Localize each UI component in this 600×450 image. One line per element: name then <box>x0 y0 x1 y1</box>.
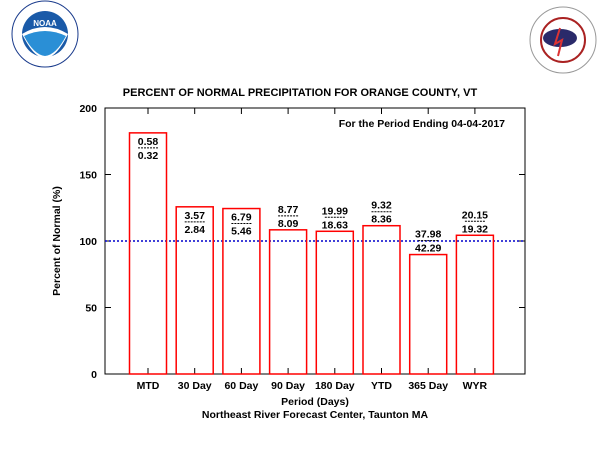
normal-label: 0.32 <box>138 150 159 162</box>
svg-text:NOAA: NOAA <box>33 19 57 28</box>
x-tick-label: 60 Day <box>224 380 258 392</box>
noaa-logo: NOAA <box>11 0 79 68</box>
observed-label: 19.99 <box>322 205 348 217</box>
x-tick-label: 365 Day <box>408 380 448 392</box>
normal-label: 5.46 <box>231 226 252 238</box>
normal-label: 8.09 <box>278 218 299 230</box>
bar-ytd <box>362 224 401 375</box>
y-axis-label: Percent of Normal (%) <box>51 186 63 296</box>
x-tick-label: MTD <box>137 380 160 392</box>
y-tick-label: 100 <box>79 236 97 248</box>
bar-mtd <box>128 132 168 375</box>
bar-60-day <box>222 207 261 375</box>
bar-wyr <box>455 234 495 375</box>
bar-180-day <box>315 230 355 375</box>
x-tick-label: YTD <box>371 380 392 392</box>
bar-30-day <box>175 206 214 375</box>
y-tick-label: 50 <box>85 303 97 315</box>
nws-logo <box>529 6 597 74</box>
x-tick-label: 90 Day <box>271 380 305 392</box>
normal-label: 42.29 <box>415 243 441 255</box>
normal-label: 2.84 <box>184 224 205 236</box>
x-tick-label: 30 Day <box>178 380 212 392</box>
y-tick-label: 150 <box>79 170 97 182</box>
observed-label: 0.58 <box>138 136 159 148</box>
observed-label: 8.77 <box>278 204 299 216</box>
observed-label: 3.57 <box>184 210 205 222</box>
x-axis-label: Period (Days) <box>281 396 349 408</box>
observed-label: 37.98 <box>415 229 441 241</box>
normal-label: 8.36 <box>371 214 392 226</box>
bar-365-day <box>408 253 448 375</box>
y-tick-label: 200 <box>79 103 97 115</box>
y-tick-label: 0 <box>91 369 97 381</box>
x-tick-label: WYR <box>463 380 488 392</box>
normal-label: 19.32 <box>462 223 488 235</box>
observed-label: 6.79 <box>231 212 252 224</box>
observed-label: 9.32 <box>371 200 392 212</box>
footer-credit: Northeast River Forecast Center, Taunton… <box>202 409 429 421</box>
observed-label: 20.15 <box>462 209 488 221</box>
chart-subtitle: For the Period Ending 04-04-2017 <box>339 118 505 130</box>
bar-90-day <box>268 229 308 375</box>
normal-label: 18.63 <box>322 219 348 231</box>
chart-title: PERCENT OF NORMAL PRECIPITATION FOR ORAN… <box>123 87 478 99</box>
x-tick-label: 180 Day <box>315 380 355 392</box>
